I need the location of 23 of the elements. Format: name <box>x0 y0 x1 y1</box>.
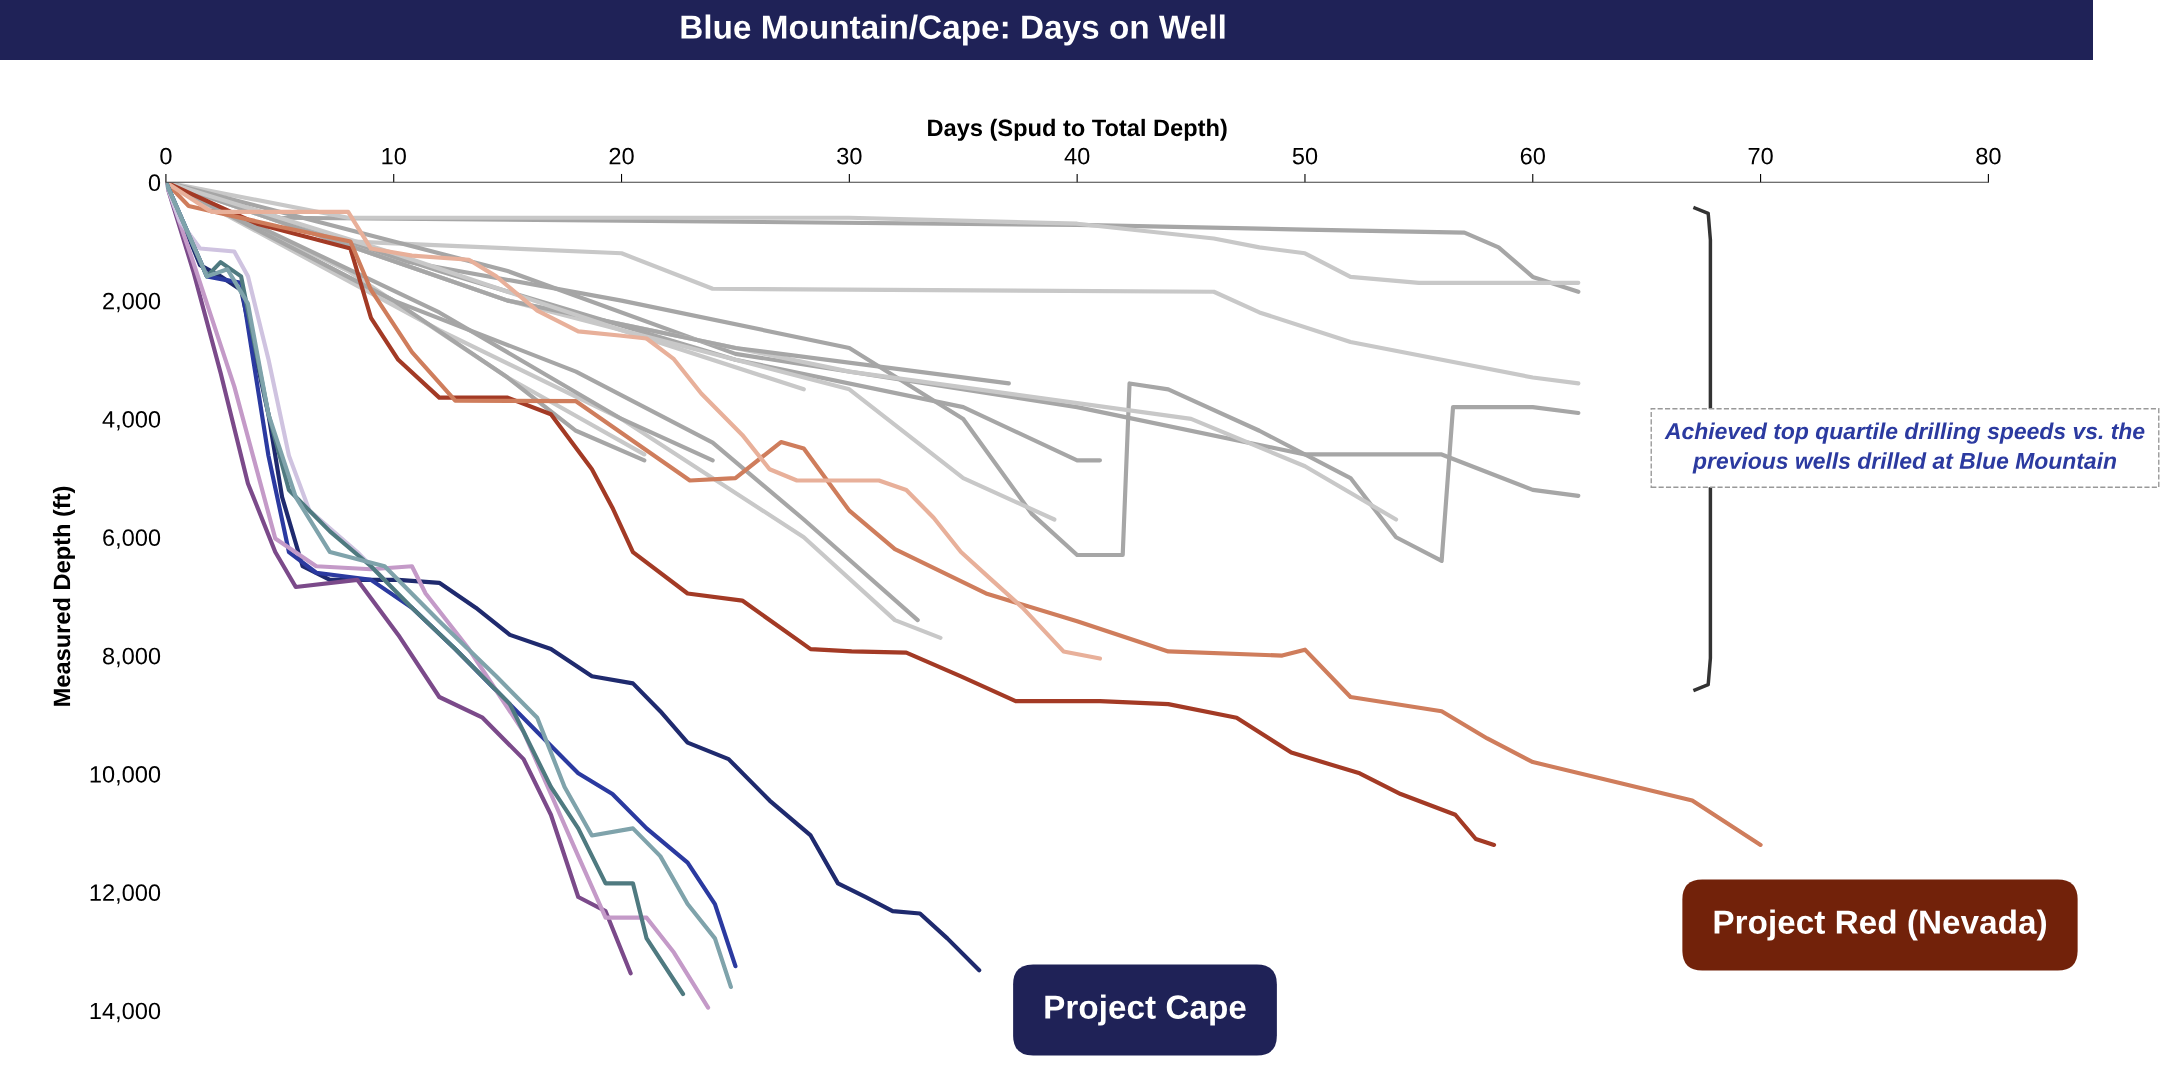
x-axis-title: Days (Spud to Total Depth) <box>928 118 1227 141</box>
annotation: Project Cape <box>1045 994 1246 1026</box>
x-tick-label: 40 <box>1064 147 1090 165</box>
annotation: Achieved top quartile drilling speeds vs. the previous wells drilled at Blue Mountain <box>1664 422 2145 474</box>
y-tick-label: 12,000 <box>90 884 161 904</box>
y-tick-label: 6,000 <box>103 529 161 549</box>
y-tick-label: 14,000 <box>90 1002 161 1023</box>
x-tick-label: 10 <box>382 147 406 165</box>
annotation: Project Red (Nevada) <box>1714 909 2046 941</box>
y-tick-label: 10,000 <box>90 765 161 786</box>
y-axis-title: Measured Depth (ft) <box>52 486 75 706</box>
y-tick-label: 8,000 <box>103 647 161 668</box>
x-tick-label: 0 <box>160 147 172 165</box>
x-tick-label: 30 <box>837 147 862 165</box>
x-tick-label: 80 <box>1976 147 2001 165</box>
y-tick-label: 4,000 <box>102 411 161 431</box>
chart-title: Blue Mountain/Cape: Days on Well <box>681 14 1225 46</box>
x-tick-label: 60 <box>1520 147 1545 165</box>
x-tick-label: 20 <box>609 147 634 165</box>
x-tick-label: 50 <box>1292 147 1318 165</box>
y-tick-label: 0 <box>148 174 161 192</box>
y-tick-label: 2,000 <box>103 292 161 313</box>
x-tick-label: 70 <box>1748 147 1773 165</box>
